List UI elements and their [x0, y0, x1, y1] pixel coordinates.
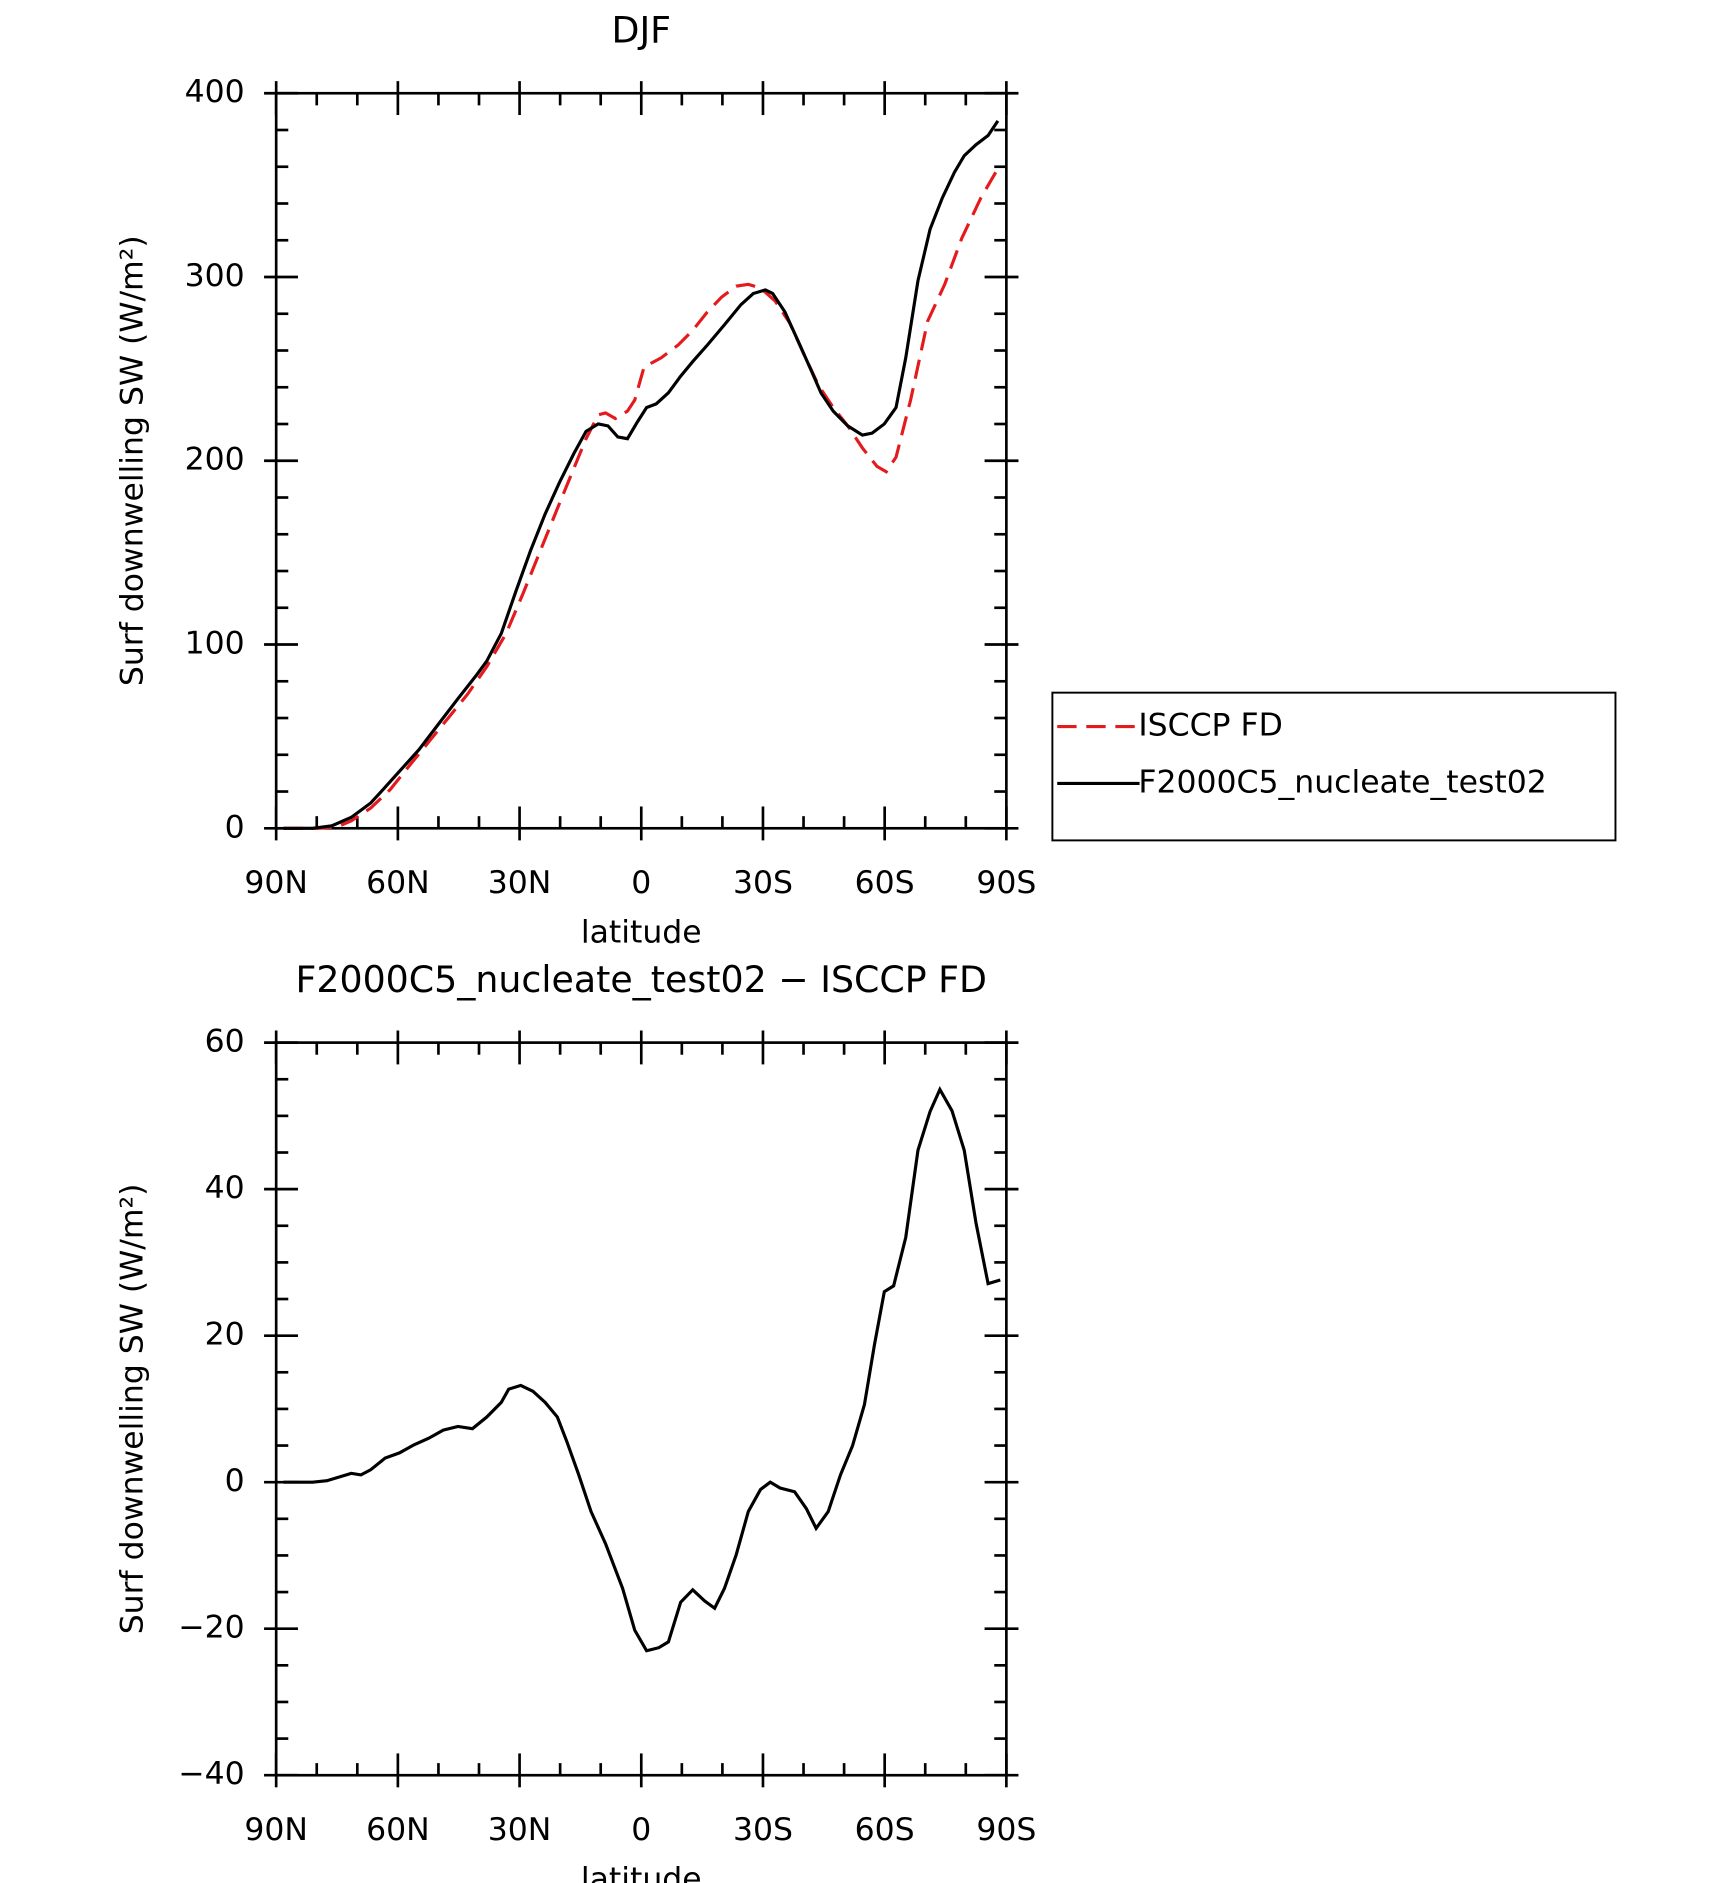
- data-line: [283, 1085, 1001, 1653]
- legend-box: [1051, 691, 1617, 842]
- y-tick-label: 200: [185, 442, 245, 478]
- y-axis-label: Surf downwelling SW (W/m²): [114, 1184, 150, 1635]
- x-tick-label: 30S: [733, 1812, 793, 1848]
- y-tick-label: 0: [225, 1463, 245, 1499]
- chart-title: DJF: [611, 9, 671, 52]
- x-axis-label: latitude: [581, 1862, 702, 1883]
- y-tick-label: −40: [178, 1756, 244, 1792]
- y-tick-label: 100: [185, 626, 245, 662]
- data-line: [283, 119, 1000, 830]
- x-tick-label: 60N: [366, 1812, 430, 1848]
- y-tick-label: 300: [185, 258, 245, 294]
- y-tick-label: 20: [205, 1317, 245, 1353]
- x-tick-label: 90N: [244, 1812, 308, 1848]
- data-line: [283, 167, 1000, 830]
- plot-frame: [274, 91, 1008, 830]
- x-tick-label: 30N: [488, 865, 552, 901]
- y-axis-label: Surf downwelling SW (W/m²): [114, 235, 150, 686]
- x-tick-label: 30S: [733, 865, 793, 901]
- x-tick-label: 0: [631, 1812, 651, 1848]
- x-tick-label: 60N: [366, 865, 430, 901]
- x-tick-label: 30N: [488, 1812, 552, 1848]
- legend-label: ISCCP FD: [1138, 708, 1283, 744]
- y-tick-label: 400: [185, 74, 245, 110]
- chart-title: F2000C5_nucleate_test02 − ISCCP FD: [295, 958, 987, 1001]
- x-tick-label: 90S: [976, 1812, 1036, 1848]
- x-tick-label: 60S: [855, 1812, 915, 1848]
- x-tick-label: 90N: [244, 865, 308, 901]
- legend-label: F2000C5_nucleate_test02: [1138, 764, 1546, 800]
- x-tick-label: 0: [631, 865, 651, 901]
- y-tick-label: 40: [205, 1170, 245, 1206]
- y-tick-label: 60: [205, 1024, 245, 1060]
- y-tick-label: 0: [225, 809, 245, 845]
- x-tick-label: 60S: [855, 865, 915, 901]
- x-tick-label: 90S: [976, 865, 1036, 901]
- plot-frame: [274, 1041, 1008, 1777]
- x-axis-label: latitude: [581, 915, 702, 951]
- y-tick-label: −20: [178, 1610, 244, 1646]
